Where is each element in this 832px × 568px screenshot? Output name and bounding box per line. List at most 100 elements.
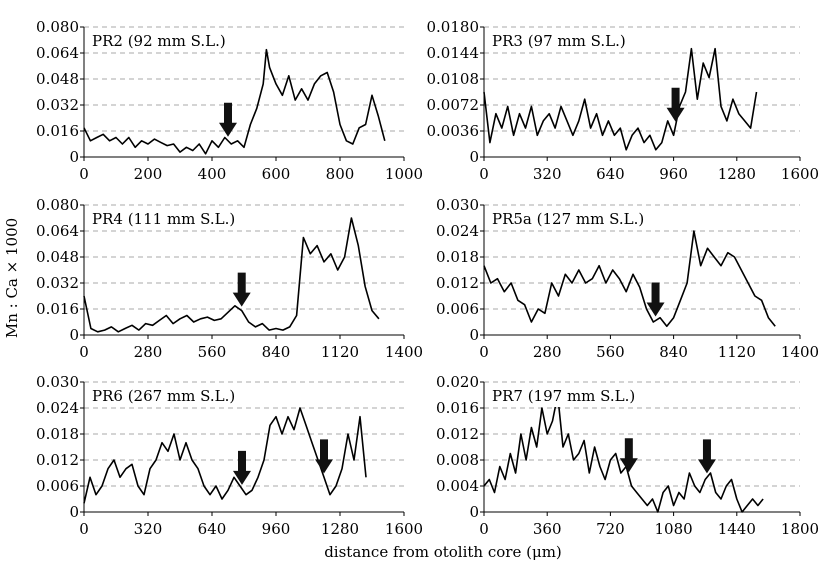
y-tick-label: 0.0144 xyxy=(427,44,480,62)
panel-4: 0 0.006 0.012 0.018 0.024 0.030 0 280 560 840 1120… xyxy=(436,196,819,361)
y-tick-label: 0.024 xyxy=(436,222,479,240)
panel-title: PR2 (92 mm S.L.) xyxy=(92,32,226,50)
arrow-marker xyxy=(619,438,638,473)
y-tick-label: 0.006 xyxy=(436,300,479,318)
panel-title-background xyxy=(488,208,649,230)
panel-3: 0 0.016 0.032 0.048 0.064 0.080 0 280 560 840 1120… xyxy=(36,196,423,361)
x-tick-label: 0 xyxy=(479,165,489,183)
y-tick-label: 0 xyxy=(469,148,479,166)
y-tick-label: 0.004 xyxy=(436,477,479,495)
y-tick-label: 0.008 xyxy=(436,451,479,469)
y-tick-label: 0.018 xyxy=(436,248,479,266)
x-tick-label: 1120 xyxy=(321,343,359,361)
x-tick-label: 1600 xyxy=(385,520,423,538)
x-tick-label: 1000 xyxy=(385,165,423,183)
y-tick-label: 0.080 xyxy=(36,18,79,36)
y-tick-label: 0 xyxy=(69,326,79,344)
y-tick-label: 0.0036 xyxy=(427,122,480,140)
y-tick-label: 0.030 xyxy=(436,196,479,214)
y-tick-label: 0 xyxy=(469,326,479,344)
panel-title: PR7 (197 mm S.L.) xyxy=(492,387,635,405)
y-tick-label: 0.016 xyxy=(36,122,79,140)
panel-title: PR6 (267 mm S.L.) xyxy=(92,387,235,405)
x-tick-label: 560 xyxy=(198,343,227,361)
data-line xyxy=(83,48,386,155)
y-tick-label: 0.016 xyxy=(436,399,479,417)
y-tick-label: 0.080 xyxy=(36,196,79,214)
x-tick-label: 840 xyxy=(262,343,291,361)
y-tick-label: 0.006 xyxy=(36,477,79,495)
x-tick-label: 800 xyxy=(326,165,355,183)
x-tick-label: 1400 xyxy=(385,343,423,361)
x-tick-label: 640 xyxy=(596,165,625,183)
x-tick-label: 600 xyxy=(262,165,291,183)
x-tick-label: 280 xyxy=(533,343,562,361)
x-tick-label: 320 xyxy=(134,520,163,538)
panel-title-background xyxy=(488,30,630,52)
arrow-marker xyxy=(646,282,665,317)
y-tick-label: 0.0108 xyxy=(427,70,480,88)
x-tick-label: 640 xyxy=(198,520,227,538)
panel-1: 0 0.016 0.032 0.048 0.064 0.080 0 200 400 600 800 1… xyxy=(36,18,423,183)
y-tick-label: 0.012 xyxy=(36,451,79,469)
y-tick-label: 0.018 xyxy=(36,425,79,443)
data-line xyxy=(483,394,764,513)
x-tick-label: 400 xyxy=(198,165,227,183)
data-line xyxy=(83,217,380,333)
y-tick-label: 0.048 xyxy=(36,248,79,266)
panel-2: 0 0.0036 0.0072 0.0108 0.0144 0.0180 0 320 640 96… xyxy=(427,18,820,183)
panel-title: PR5a (127 mm S.L.) xyxy=(492,210,644,228)
x-tick-label: 200 xyxy=(134,165,163,183)
x-tick-label: 0 xyxy=(479,343,489,361)
y-tick-label: 0.0180 xyxy=(427,18,480,36)
panel-6: 0 0.004 0.008 0.012 0.016 0.020 0 360 720 1080 144… xyxy=(436,373,819,538)
y-axis-label: Mn : Ca × 1000 xyxy=(3,218,21,338)
x-tick-label: 1280 xyxy=(321,520,359,538)
y-tick-label: 0.012 xyxy=(436,274,479,292)
x-tick-label: 280 xyxy=(134,343,163,361)
arrow-marker xyxy=(219,102,237,137)
y-tick-label: 0.0072 xyxy=(427,96,480,114)
x-tick-label: 320 xyxy=(533,165,562,183)
x-tick-label: 0 xyxy=(79,520,89,538)
y-tick-label: 0.024 xyxy=(36,399,79,417)
x-tick-label: 0 xyxy=(479,520,489,538)
y-tick-label: 0.032 xyxy=(36,274,79,292)
x-tick-label: 1280 xyxy=(718,165,756,183)
panel-title: PR3 (97 mm S.L.) xyxy=(492,32,626,50)
x-tick-label: 1800 xyxy=(781,520,819,538)
y-tick-label: 0.064 xyxy=(36,44,79,62)
panel-title-background xyxy=(88,385,240,407)
x-tick-label: 960 xyxy=(659,165,688,183)
arrow-marker xyxy=(315,439,333,474)
y-tick-label: 0.032 xyxy=(36,96,79,114)
data-line xyxy=(483,230,776,328)
x-tick-label: 1400 xyxy=(781,343,819,361)
y-tick-label: 0 xyxy=(469,503,479,521)
x-tick-label: 960 xyxy=(262,520,291,538)
panel-title: PR4 (111 mm S.L.) xyxy=(92,210,235,228)
x-tick-label: 1080 xyxy=(655,520,693,538)
panel-title-background xyxy=(88,30,230,52)
y-tick-label: 0.064 xyxy=(36,222,79,240)
x-tick-label: 1440 xyxy=(718,520,756,538)
x-tick-label: 720 xyxy=(596,520,625,538)
x-tick-label: 840 xyxy=(659,343,688,361)
x-tick-label: 1120 xyxy=(718,343,756,361)
x-tick-label: 360 xyxy=(533,520,562,538)
arrow-marker xyxy=(233,450,251,485)
y-tick-label: 0.030 xyxy=(36,373,79,391)
arrow-marker xyxy=(666,87,685,122)
y-tick-label: 0.048 xyxy=(36,70,79,88)
panel-title-background xyxy=(488,385,640,407)
panel-title-background xyxy=(88,208,240,230)
x-tick-label: 0 xyxy=(79,165,89,183)
y-tick-label: 0.012 xyxy=(436,425,479,443)
arrow-marker xyxy=(232,272,251,307)
y-tick-label: 0 xyxy=(69,503,79,521)
y-tick-label: 0.016 xyxy=(36,300,79,318)
data-line xyxy=(483,47,758,151)
y-tick-label: 0 xyxy=(69,148,79,166)
